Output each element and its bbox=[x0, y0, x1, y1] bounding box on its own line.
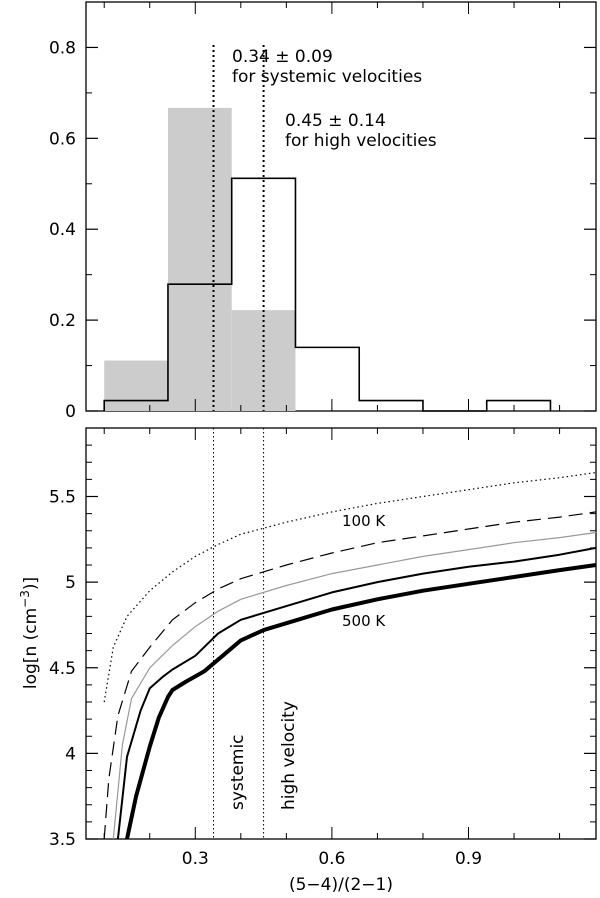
annotation-high-value: 0.45 ± 0.14 bbox=[285, 111, 386, 131]
annotation-systemic-desc: for systemic velocities bbox=[232, 67, 422, 87]
density-curve-thin-gray bbox=[112, 531, 597, 840]
curve-label-500k: 500 K bbox=[342, 612, 386, 630]
density-curves bbox=[103, 471, 597, 840]
histogram-frame bbox=[85, 1, 597, 412]
curve-label-100k: 100 K bbox=[342, 512, 386, 530]
histogram-step-line bbox=[103, 177, 552, 412]
histogram-filled-bars bbox=[104, 107, 296, 411]
density-y-tick-label: 3.5 bbox=[49, 830, 76, 850]
density-tick-labels: 3.5 4 4.5 5 5.5 0.3 0.6 0.9 bbox=[49, 488, 482, 870]
density-y-tick-label: 5 bbox=[65, 573, 76, 593]
vline-label-high-velocity: high velocity bbox=[279, 701, 299, 810]
histogram-y-tick-label: 0.4 bbox=[49, 220, 76, 240]
y-axis-title: log[n (cm−3)] bbox=[18, 577, 41, 689]
density-curve-dashed bbox=[103, 511, 597, 840]
annotation-systemic-value: 0.34 ± 0.09 bbox=[232, 47, 333, 67]
density-curve-thick-black bbox=[125, 563, 597, 840]
histogram-y-tick-label: 0.2 bbox=[49, 311, 76, 331]
y-axis-title-sup: −3 bbox=[18, 590, 32, 608]
histogram-tick-labels: 0 0.2 0.4 0.6 0.8 bbox=[49, 38, 76, 422]
histogram-panel: 0 0.2 0.4 0.6 0.8 0.34 ± 0.09 for systemic v… bbox=[49, 1, 597, 422]
density-frame bbox=[85, 427, 597, 840]
density-ticks bbox=[86, 427, 596, 840]
y-axis-title-end: )] bbox=[21, 577, 41, 590]
density-x-tick-label: 0.6 bbox=[318, 849, 345, 869]
histogram-y-tick-label: 0.6 bbox=[49, 129, 76, 149]
histogram-filled-bar bbox=[167, 107, 232, 411]
histogram-step-outline bbox=[103, 177, 552, 412]
density-curve-dotted bbox=[103, 471, 597, 703]
density-y-tick-label: 4 bbox=[65, 744, 76, 764]
density-x-tick-label: 0.3 bbox=[182, 849, 209, 869]
histogram-y-tick-label: 0.8 bbox=[49, 38, 76, 58]
density-y-tick-label: 5.5 bbox=[49, 488, 76, 508]
density-vertical-lines bbox=[213, 428, 265, 839]
histogram-vertical-lines bbox=[212, 45, 265, 411]
x-axis-title: (5−4)/(2−1) bbox=[289, 875, 393, 895]
histogram-filled-bar bbox=[104, 360, 168, 411]
histogram-ticks bbox=[86, 1, 596, 412]
density-x-tick-label: 0.9 bbox=[455, 849, 482, 869]
y-axis-title-main: log[n (cm bbox=[21, 608, 41, 689]
vline-label-systemic: systemic bbox=[228, 734, 248, 810]
histogram-y-tick-label: 0 bbox=[65, 402, 76, 422]
annotation-high-desc: for high velocities bbox=[285, 131, 437, 151]
density-panel: 3.5 4 4.5 5 5.5 0.3 0.6 0.9 100 K 500 K systemi… bbox=[18, 427, 597, 895]
density-y-tick-label: 4.5 bbox=[49, 659, 76, 679]
density-curve-medium-black bbox=[116, 546, 597, 840]
